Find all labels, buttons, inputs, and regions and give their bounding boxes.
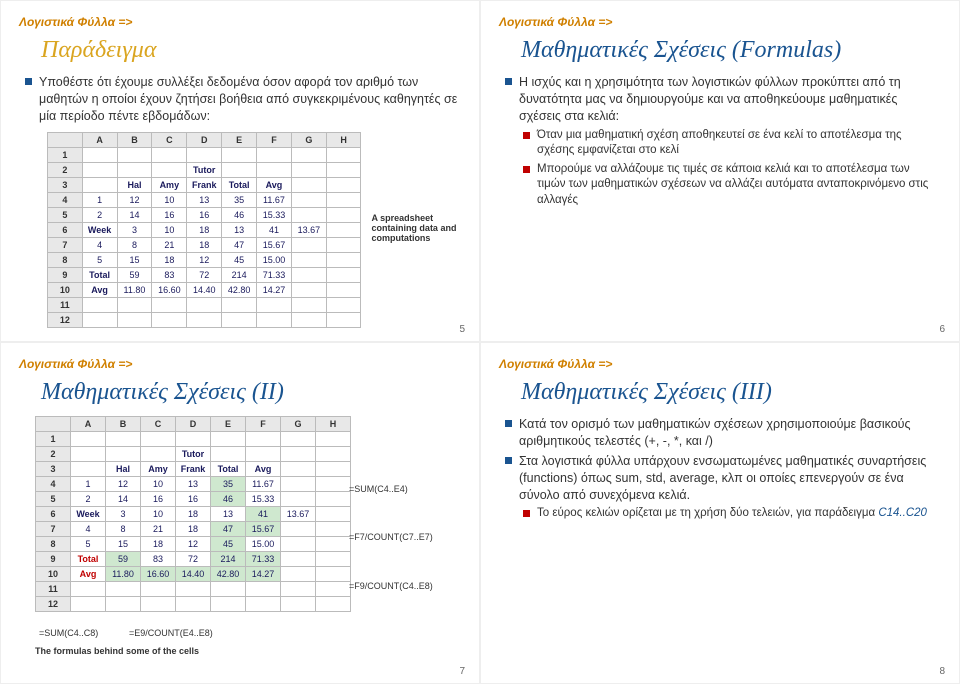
bullet-text: Υποθέστε ότι έχουμε συλλέξει δεδομένα όσ… xyxy=(39,74,461,125)
formula-annotation: =SUM(C4..C8) xyxy=(39,628,98,638)
slide-7: Λογιστικά Φύλλα => Μαθηματικές Σχέσεις (… xyxy=(0,342,480,684)
spreadsheet: ABCDEFGH 1 2Tutor 3HalAmyFrankTotalAvg 4… xyxy=(47,132,361,328)
formula-annotation: =F9/COUNT(C4..E8) xyxy=(349,581,433,591)
slide-header: Λογιστικά Φύλλα => xyxy=(19,357,461,371)
bullet: Υποθέστε ότι έχουμε συλλέξει δεδομένα όσ… xyxy=(25,74,461,125)
bullet-text: Όταν μια μαθηματική σχέση αποθηκευτεί σε… xyxy=(537,128,941,159)
spreadsheet: ABCDEFGH 1 2Tutor 3HalAmyFrankTotalAvg 4… xyxy=(35,416,351,612)
slide-title: Μαθηματικές Σχέσεις (ΙΙΙ) xyxy=(521,379,941,406)
sub-bullet: Όταν μια μαθηματική σχέση αποθηκευτεί σε… xyxy=(523,128,941,159)
spreadsheet-caption: The formulas behind some of the cells xyxy=(35,646,461,656)
formula-annotation: =E9/COUNT(E4..E8) xyxy=(129,628,213,638)
slide-8: Λογιστικά Φύλλα => Μαθηματικές Σχέσεις (… xyxy=(480,342,960,684)
slide-title: Μαθηματικές Σχέσεις (ΙΙ) xyxy=(41,379,461,406)
bullet-text: Κατά τον ορισμό των μαθηματικών σχέσεων … xyxy=(519,416,941,450)
slide-6: Λογιστικά Φύλλα => Μαθηματικές Σχέσεις (… xyxy=(480,0,960,342)
sub-bullet: Το εύρος κελιών ορίζεται με τη χρήση δύο… xyxy=(523,506,941,522)
bullet-text: Στα λογιστικά φύλλα υπάρχουν ενσωματωμέν… xyxy=(519,453,941,504)
bullet-text: Η ισχύς και η χρησιμότητα των λογιστικών… xyxy=(519,74,941,125)
bullet: Η ισχύς και η χρησιμότητα των λογιστικών… xyxy=(505,74,941,125)
page-number: 5 xyxy=(459,324,465,335)
slide-header: Λογιστικά Φύλλα => xyxy=(499,15,941,29)
slide-header: Λογιστικά Φύλλα => xyxy=(19,15,461,29)
page-number: 7 xyxy=(459,666,465,677)
slide-title: Παράδειγμα xyxy=(41,37,461,64)
page-number: 8 xyxy=(939,666,945,677)
bullet-text: Μπορούμε να αλλάζουμε τις τιμές σε κάποι… xyxy=(537,162,941,209)
page-number: 6 xyxy=(939,324,945,335)
bullet-text: Το εύρος κελιών ορίζεται με τη χρήση δύο… xyxy=(537,506,941,522)
bullet: Στα λογιστικά φύλλα υπάρχουν ενσωματωμέν… xyxy=(505,453,941,504)
formula-annotation: =F7/COUNT(C7..E7) xyxy=(349,532,433,542)
spreadsheet-caption: A spreadsheet containing data and comput… xyxy=(371,213,461,243)
slide-5: Λογιστικά Φύλλα => Παράδειγμα Υποθέστε ό… xyxy=(0,0,480,342)
slide-header: Λογιστικά Φύλλα => xyxy=(499,357,941,371)
page-grid: Λογιστικά Φύλλα => Παράδειγμα Υποθέστε ό… xyxy=(0,0,960,684)
slide-title: Μαθηματικές Σχέσεις (Formulas) xyxy=(521,37,941,64)
bullet: Κατά τον ορισμό των μαθηματικών σχέσεων … xyxy=(505,416,941,450)
formula-annotation: =SUM(C4..E4) xyxy=(349,484,408,494)
sub-bullet: Μπορούμε να αλλάζουμε τις τιμές σε κάποι… xyxy=(523,162,941,209)
